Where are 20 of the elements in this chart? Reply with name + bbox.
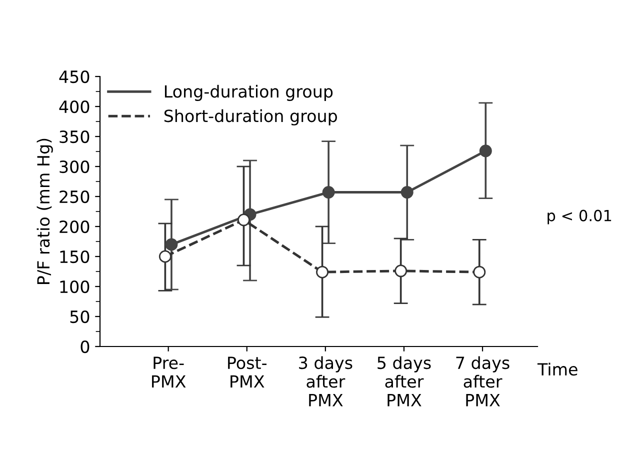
x-tick-label: Pre- PMX: [152, 356, 186, 388]
y-tick-label: 350: [60, 130, 90, 144]
y-tick-label: 100: [60, 280, 90, 294]
y-tick-label: 200: [60, 220, 90, 234]
x-axis-title: Time: [537, 362, 578, 376]
legend-label: Long-duration group: [164, 84, 333, 101]
y-tick-label: 400: [59, 100, 90, 114]
y-tick-label: 0: [80, 340, 90, 354]
x-tick-label: Post- PMX: [228, 356, 267, 388]
y-tick-label: 50: [70, 310, 90, 324]
y-tick-label: 450: [59, 70, 90, 84]
text: p < 0.01: [548, 210, 612, 224]
y-axis-title: P/F ratio (mm Hg): [36, 138, 53, 284]
x-tick-label: 7 days after PMX: [456, 356, 510, 406]
x-tick-label: 3 days after PMX: [299, 356, 352, 406]
x-tick-label: 5 days after PMX: [378, 356, 431, 406]
legend-label: Short-duration group: [164, 109, 337, 126]
y-tick-label: 150: [60, 250, 90, 264]
y-tick-label: 300: [60, 160, 90, 174]
y-tick-label: 250: [60, 190, 90, 204]
